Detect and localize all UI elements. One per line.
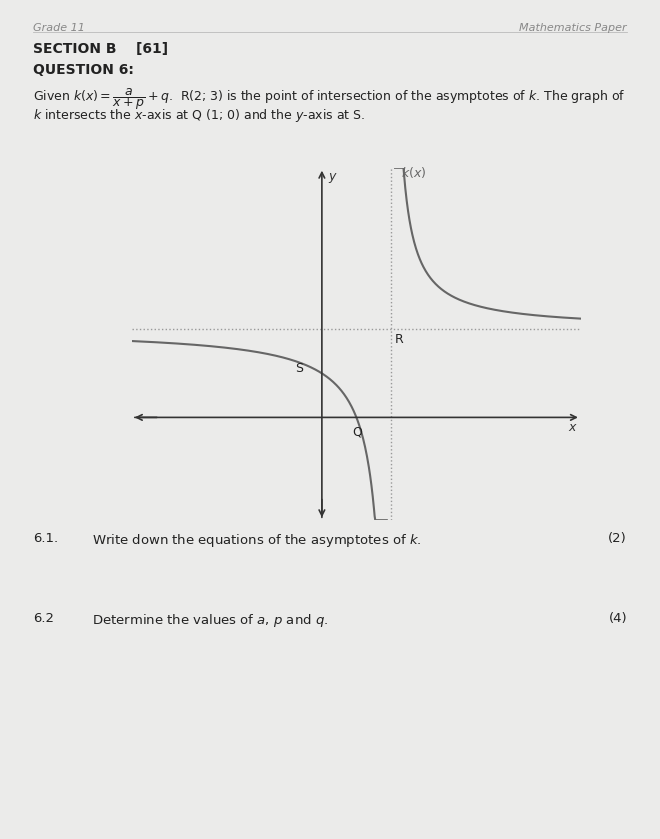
Text: S: S <box>295 362 303 375</box>
Text: QUESTION 6:: QUESTION 6: <box>33 63 134 77</box>
Text: Write down the equations of the asymptotes of $k$.: Write down the equations of the asymptot… <box>92 532 422 549</box>
Text: Mathematics Paper: Mathematics Paper <box>519 23 627 33</box>
Text: Given $k(x) = \dfrac{a}{x+p} + q$.  R(2; 3) is the point of intersection of the : Given $k(x) = \dfrac{a}{x+p} + q$. R(2; … <box>33 86 626 112</box>
Text: 6.2: 6.2 <box>33 612 54 625</box>
Text: $x$: $x$ <box>568 420 578 434</box>
Text: (4): (4) <box>609 612 627 625</box>
Text: Q: Q <box>352 425 362 438</box>
Text: Grade 11: Grade 11 <box>33 23 85 33</box>
Text: (2): (2) <box>609 532 627 545</box>
Text: $k(x)$: $k(x)$ <box>401 164 426 180</box>
Text: Determine the values of $a$, $p$ and $q$.: Determine the values of $a$, $p$ and $q$… <box>92 612 329 629</box>
Text: $k$ intersects the $x$-axis at Q (1; 0) and the $y$-axis at S.: $k$ intersects the $x$-axis at Q (1; 0) … <box>33 107 366 124</box>
Text: $y$: $y$ <box>328 171 338 185</box>
Text: SECTION B    [61]: SECTION B [61] <box>33 42 168 56</box>
Text: R: R <box>395 332 404 346</box>
Text: 6.1.: 6.1. <box>33 532 58 545</box>
